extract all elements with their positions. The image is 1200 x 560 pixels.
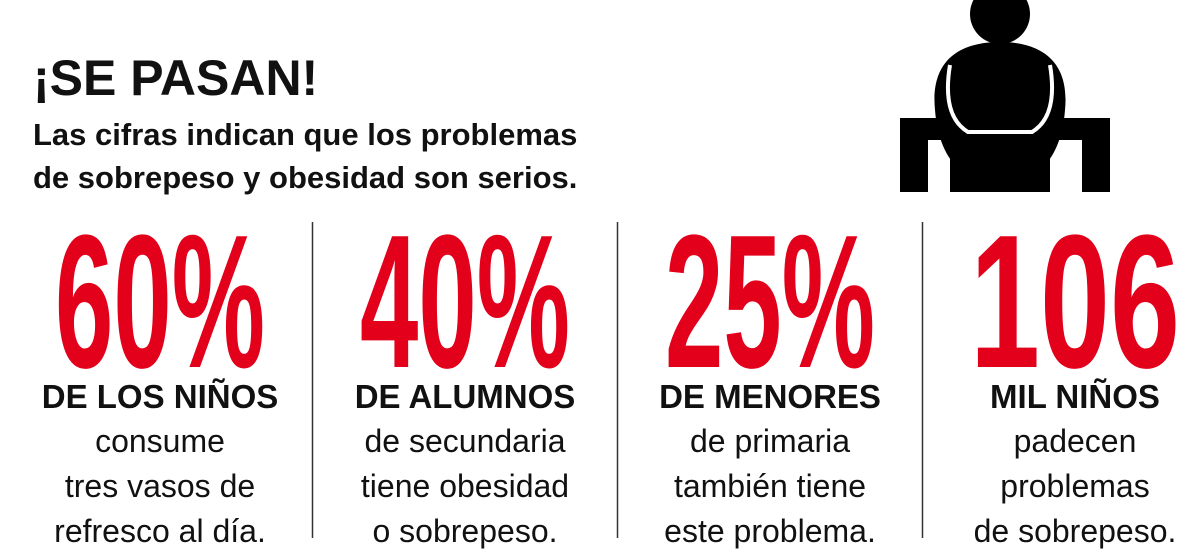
stat-figure: 60% [55, 196, 265, 408]
subtitle-line: de sobrepeso y obesidad son serios. [33, 160, 577, 195]
stat-heading: DE ALUMNOS [355, 378, 576, 415]
stat-text: refresco al día. [54, 513, 266, 549]
stat-text: de sobrepeso. [974, 513, 1177, 549]
stat-text: tres vasos de [65, 468, 255, 504]
stat-text: también tiene [674, 468, 866, 504]
sitting-person-icon [900, 0, 1110, 192]
stat-figure: 25% [665, 196, 875, 408]
stat-figure: 40% [360, 196, 570, 408]
stat-figure: 106 [970, 196, 1180, 408]
title: ¡SE PASAN! [33, 50, 318, 106]
stat-text: padecen [1014, 423, 1137, 459]
stat-text: este problema. [664, 513, 876, 549]
stat-text: consume [95, 423, 225, 459]
stat-text: de secundaria [364, 423, 565, 459]
stat-text: de primaria [690, 423, 850, 459]
stat-text: tiene obesidad [361, 468, 569, 504]
stat-heading: MIL NIÑOS [990, 378, 1160, 415]
stat-heading: DE MENORES [659, 378, 881, 415]
stat-text: o sobrepeso. [372, 513, 557, 549]
subtitle-line: Las cifras indican que los problemas [33, 117, 577, 152]
stat-text: problemas [1000, 468, 1149, 504]
stat-heading: DE LOS NIÑOS [42, 378, 279, 415]
